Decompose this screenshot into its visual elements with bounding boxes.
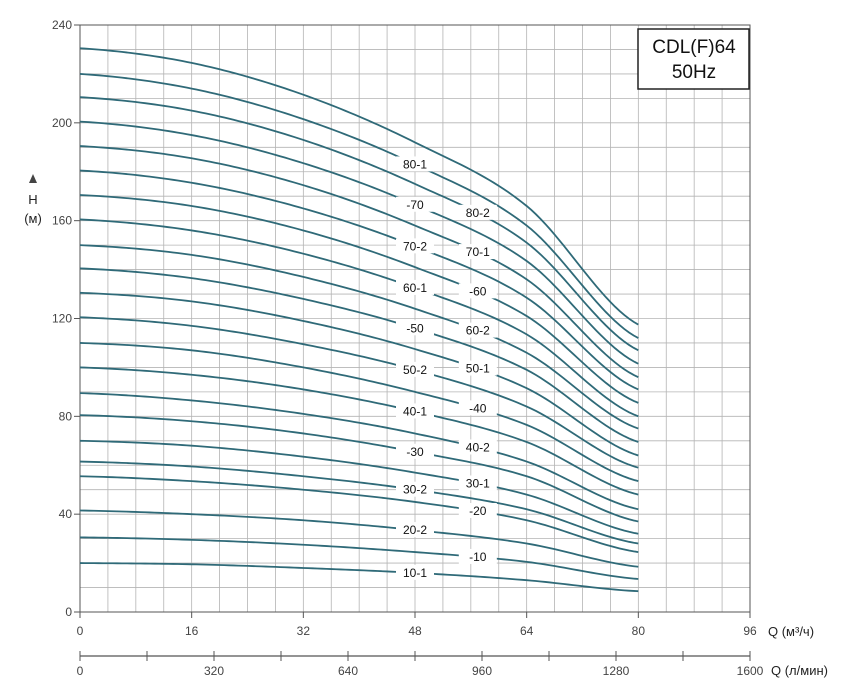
curve-label-bg: [458, 502, 497, 518]
x-tick-label: 0: [77, 624, 84, 638]
pump-curve: [79, 73, 639, 339]
curve-label: 40-1: [403, 404, 427, 418]
y-tick-label: 80: [59, 409, 73, 423]
model-label: CDL(F)64: [652, 37, 736, 58]
x2-tick-label: 320: [204, 664, 224, 678]
curve-label: 30-1: [466, 476, 490, 490]
model-badge: CDL(F)64 50Hz: [637, 28, 750, 90]
x-tick-label: 48: [408, 624, 422, 638]
x2-tick-label: 0: [77, 664, 84, 678]
curve-label-bg: [396, 403, 434, 419]
pump-curve: [79, 267, 639, 443]
curve-label-group: 10-1 -10 20-2 -20 30-2 30-1 -30 40-2 40-1 -40 50-2…: [396, 156, 497, 580]
curve-label-bg: [396, 156, 434, 172]
curve-label-bg: [396, 196, 434, 212]
pump-curve: [79, 47, 639, 326]
pump-curve: [79, 342, 639, 483]
x2-tick-label: 1600: [737, 664, 764, 678]
curve-label: -10: [469, 550, 487, 564]
pump-curve: [79, 145, 639, 379]
x-tick-label: 96: [743, 624, 757, 638]
y-axis-title: H (м): [24, 174, 42, 226]
curve-label: 60-2: [466, 324, 490, 338]
curve-label: -40: [469, 401, 487, 415]
y-tick-label: 40: [59, 507, 73, 521]
pump-curve: [79, 244, 639, 430]
curve-label-bg: [458, 548, 497, 564]
pump-curve: [79, 439, 639, 535]
x2-axis-title: Q (л/мин): [771, 663, 828, 678]
y-axis-label-unit: (м): [24, 211, 42, 226]
pump-curve: [79, 509, 639, 568]
y-tick-label: 240: [52, 18, 72, 32]
curve-label: 30-2: [403, 483, 427, 497]
curve-label-bg: [458, 360, 497, 376]
x-tick-label: 64: [520, 624, 534, 638]
curve-label-bg: [396, 564, 434, 580]
curve-label-bg: [458, 475, 497, 491]
curve-label-bg: [396, 481, 434, 497]
curve-label: -30: [406, 445, 424, 459]
y-axis-arrow-icon: [29, 174, 37, 183]
curve-label: 60-1: [403, 281, 427, 295]
x2-tick-label: 1280: [603, 664, 630, 678]
curve-label: 80-1: [403, 157, 427, 171]
curve-label-bg: [458, 322, 497, 338]
pump-curve: [79, 414, 639, 523]
pump-curve: [79, 475, 639, 553]
curve-label: 70-1: [466, 245, 490, 259]
curve-label-bg: [396, 361, 434, 377]
curve-label-bg: [396, 279, 434, 295]
y-tick-label: 120: [52, 312, 72, 326]
curve-label: -50: [406, 321, 424, 335]
curve-label: 20-2: [403, 523, 427, 537]
pump-curve: [79, 536, 639, 580]
model-badge-frame: [637, 28, 750, 90]
frequency-label: 50Hz: [672, 62, 716, 83]
pump-curve: [79, 392, 639, 511]
curve-label: 50-1: [466, 362, 490, 376]
pump-curve: [79, 366, 639, 496]
x2-tick-label: 640: [338, 664, 358, 678]
pump-curve: [79, 562, 639, 593]
curve-label-bg: [396, 522, 434, 538]
curve-label: -20: [469, 504, 487, 518]
curve-label-bg: [458, 439, 497, 455]
curve-label-bg: [396, 238, 434, 254]
curve-label: 80-2: [466, 206, 490, 220]
pump-curve: [79, 316, 639, 469]
curve-label: 50-2: [403, 363, 427, 377]
pump-curve: [79, 218, 639, 418]
pump-curve: [79, 96, 639, 352]
curve-label-bg: [396, 320, 434, 336]
curve-label-bg: [396, 443, 434, 459]
curve-label: 40-2: [466, 440, 490, 454]
curve-label: 70-2: [403, 239, 427, 253]
pump-curve: [79, 169, 639, 391]
x-tick-label: 16: [185, 624, 199, 638]
curve-label-bg: [458, 244, 497, 260]
y-tick-label: 200: [52, 116, 72, 130]
pump-curve: [79, 460, 639, 545]
y-axis-label-letter: H: [28, 192, 37, 207]
pump-curve: [79, 291, 639, 457]
curve-label: -70: [406, 198, 424, 212]
curve-label-bg: [458, 283, 497, 299]
curve-label-bg: [458, 400, 497, 416]
x-tick-label: 32: [297, 624, 311, 638]
y-tick-label: 160: [52, 214, 72, 228]
x2-tick-label: 960: [472, 664, 492, 678]
pump-curve: [79, 194, 639, 404]
curve-label-bg: [458, 204, 497, 220]
grid-lines: [79, 24, 751, 613]
y-tick-label: 0: [65, 605, 72, 619]
curve-label: 10-1: [403, 566, 427, 580]
x-tick-label: 80: [632, 624, 646, 638]
x-axis-title: Q (м³/ч): [768, 624, 814, 639]
curve-group: [79, 47, 639, 593]
curve-label: -60: [469, 284, 487, 298]
pump-curve: [79, 120, 639, 365]
